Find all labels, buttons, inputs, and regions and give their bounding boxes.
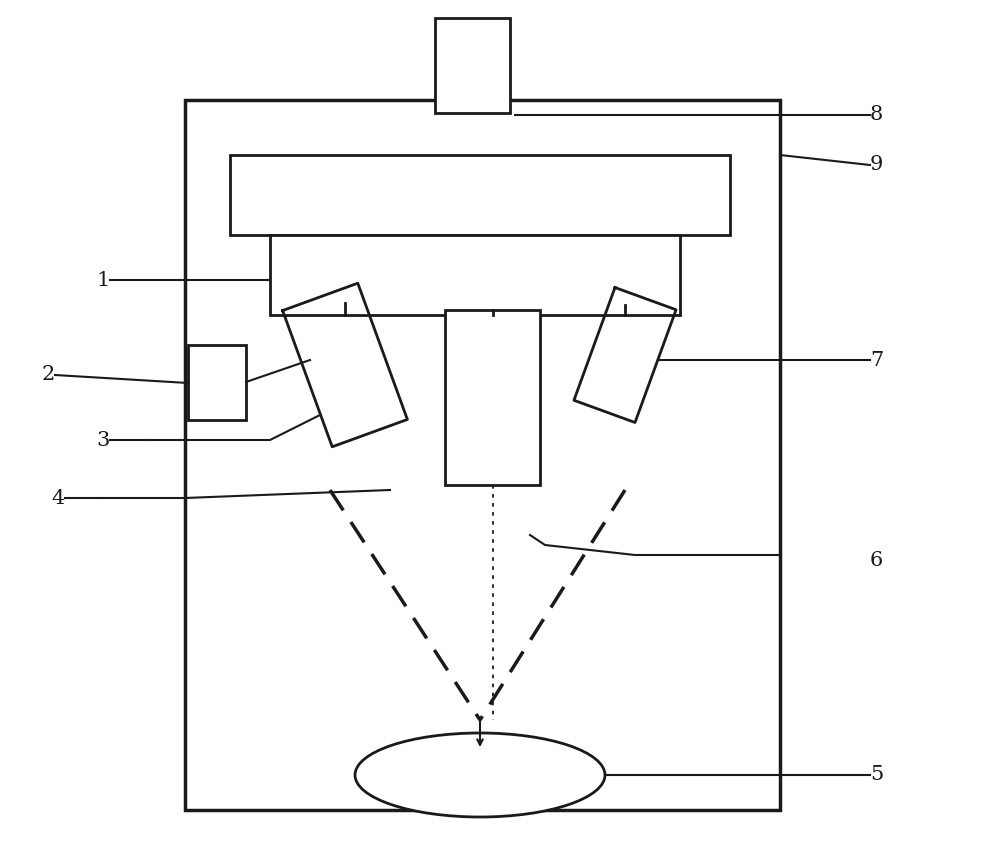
- Text: 6: 6: [870, 550, 883, 569]
- Text: 5: 5: [870, 766, 883, 785]
- Text: 8: 8: [870, 105, 883, 124]
- Bar: [188, 345, 246, 420]
- Bar: [270, 235, 680, 315]
- Ellipse shape: [355, 733, 605, 817]
- Text: 2: 2: [42, 365, 55, 384]
- Bar: [445, 310, 540, 485]
- Bar: [435, 18, 510, 113]
- Text: 1: 1: [97, 270, 110, 289]
- Bar: [230, 155, 730, 235]
- Bar: [185, 100, 780, 810]
- Text: 3: 3: [97, 430, 110, 449]
- Text: 7: 7: [870, 351, 883, 370]
- Text: 4: 4: [52, 488, 65, 507]
- Text: 9: 9: [870, 156, 883, 175]
